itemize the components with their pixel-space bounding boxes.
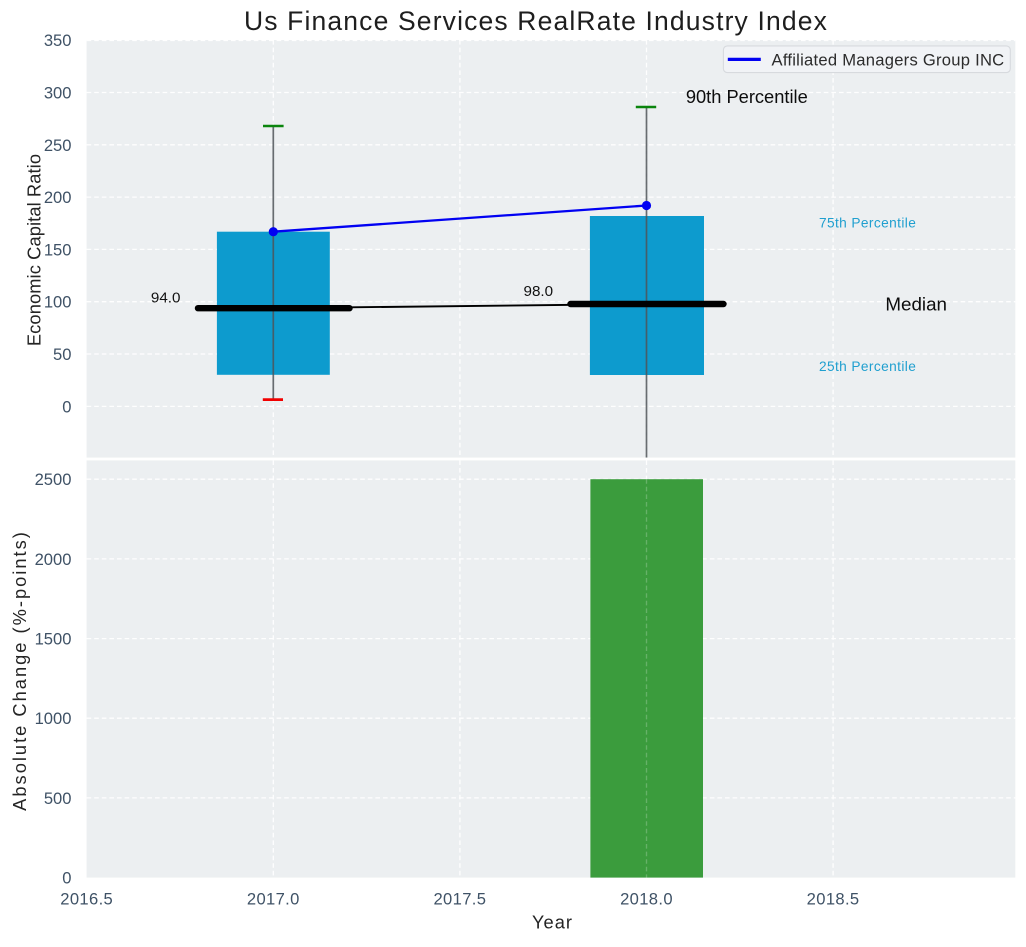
svg-text:0: 0 xyxy=(62,869,71,888)
svg-text:94.0: 94.0 xyxy=(151,289,181,306)
svg-text:0: 0 xyxy=(62,397,71,416)
svg-text:2000: 2000 xyxy=(35,550,72,569)
svg-text:2016.5: 2016.5 xyxy=(60,889,113,908)
svg-text:25th Percentile: 25th Percentile xyxy=(819,359,916,374)
svg-text:2018.5: 2018.5 xyxy=(807,889,860,908)
svg-text:250: 250 xyxy=(44,136,72,155)
svg-text:Year: Year xyxy=(532,911,573,932)
svg-text:Us Finance Services RealRate I: Us Finance Services RealRate Industry In… xyxy=(244,6,828,36)
svg-text:75th Percentile: 75th Percentile xyxy=(819,215,916,230)
svg-text:Economic Capital Ratio: Economic Capital Ratio xyxy=(24,154,45,346)
svg-text:98.0: 98.0 xyxy=(524,283,554,300)
svg-text:2017.5: 2017.5 xyxy=(433,889,486,908)
svg-text:90th Percentile: 90th Percentile xyxy=(686,86,808,107)
svg-text:1000: 1000 xyxy=(35,709,72,728)
svg-text:2500: 2500 xyxy=(35,470,72,489)
svg-text:1500: 1500 xyxy=(35,630,72,649)
svg-text:200: 200 xyxy=(44,188,72,207)
svg-text:Median: Median xyxy=(885,294,947,315)
svg-text:350: 350 xyxy=(44,31,72,50)
svg-text:300: 300 xyxy=(44,84,72,103)
svg-text:Affiliated Managers Group INC: Affiliated Managers Group INC xyxy=(772,50,1005,69)
svg-text:500: 500 xyxy=(44,789,72,808)
svg-text:150: 150 xyxy=(44,240,72,259)
svg-text:2017.0: 2017.0 xyxy=(247,889,300,908)
svg-text:100: 100 xyxy=(44,293,72,312)
svg-text:50: 50 xyxy=(53,345,71,364)
svg-text:Absolute Change (%-points): Absolute Change (%-points) xyxy=(9,530,30,811)
svg-text:2018.0: 2018.0 xyxy=(620,889,673,908)
